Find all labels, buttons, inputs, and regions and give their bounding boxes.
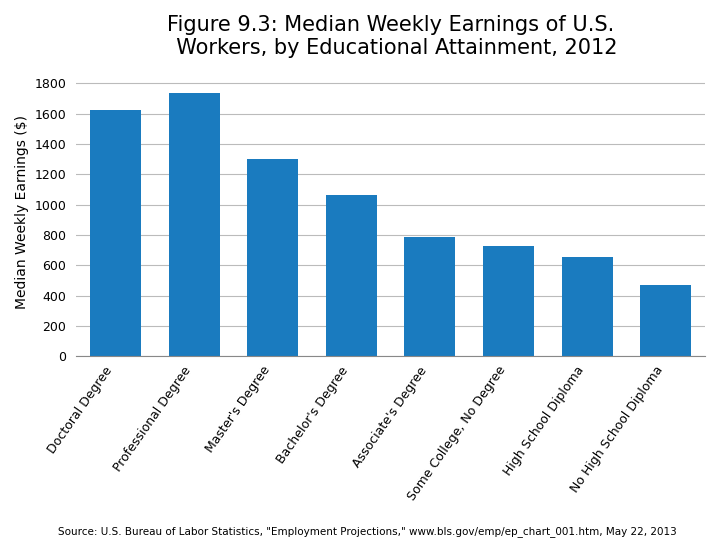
Bar [562,258,613,356]
Bar [168,93,220,356]
Bar [90,110,141,356]
Bar [640,285,691,356]
Title: Figure 9.3: Median Weekly Earnings of U.S.
  Workers, by Educational Attainment,: Figure 9.3: Median Weekly Earnings of U.… [163,15,618,58]
Bar [405,237,456,356]
Bar [325,194,377,356]
Y-axis label: Median Weekly Earnings ($): Median Weekly Earnings ($) [15,115,29,309]
Bar [483,246,534,356]
Bar [247,159,298,356]
Text: Source: U.S. Bureau of Labor Statistics, "Employment Projections," www.bls.gov/e: Source: U.S. Bureau of Labor Statistics,… [58,526,676,537]
